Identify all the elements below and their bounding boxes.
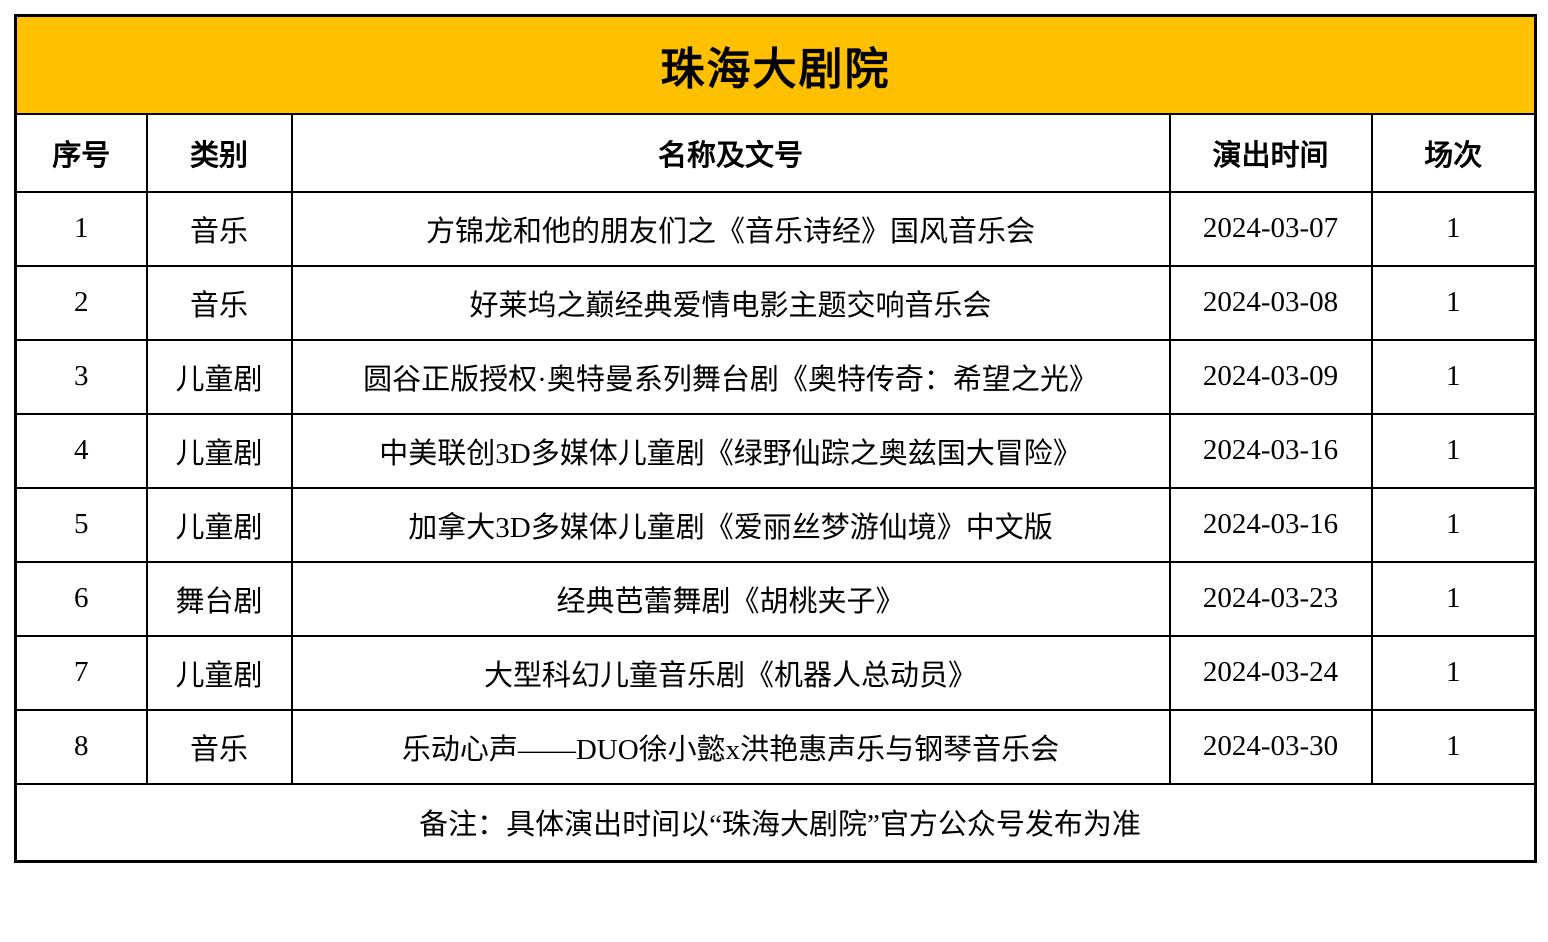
column-header-date: 演出时间 (1168, 112, 1373, 193)
table-row: 5 儿童剧 加拿大3D多媒体儿童剧《爱丽丝梦游仙境》中文版 2024-03-16… (14, 486, 1537, 563)
category-cell: 儿童剧 (145, 412, 293, 489)
date-cell: 2024-03-16 (1168, 486, 1373, 563)
name-cell: 方锦龙和他的朋友们之《音乐诗经》国风音乐会 (290, 190, 1171, 267)
table-row: 1 音乐 方锦龙和他的朋友们之《音乐诗经》国风音乐会 2024-03-07 1 (14, 190, 1537, 267)
sessions-cell: 1 (1370, 486, 1537, 563)
date-cell: 2024-03-07 (1168, 190, 1373, 267)
sessions-cell: 1 (1370, 264, 1537, 341)
date-cell: 2024-03-16 (1168, 412, 1373, 489)
footer-row: 备注：具体演出时间以“珠海大剧院”官方公众号发布为准 (14, 782, 1537, 863)
table-row: 3 儿童剧 圆谷正版授权·奥特曼系列舞台剧《奥特传奇：希望之光》 2024-03… (14, 338, 1537, 415)
date-cell: 2024-03-30 (1168, 708, 1373, 785)
category-cell: 舞台剧 (145, 560, 293, 637)
column-header-category: 类别 (145, 112, 293, 193)
table-row: 6 舞台剧 经典芭蕾舞剧《胡桃夹子》 2024-03-23 1 (14, 560, 1537, 637)
category-cell: 音乐 (145, 264, 293, 341)
seq-cell: 8 (14, 708, 148, 785)
column-header-name: 名称及文号 (290, 112, 1171, 193)
name-cell: 加拿大3D多媒体儿童剧《爱丽丝梦游仙境》中文版 (290, 486, 1171, 563)
footer-note: 备注：具体演出时间以“珠海大剧院”官方公众号发布为准 (14, 782, 1537, 863)
page-title: 珠海大剧院 (14, 14, 1537, 115)
seq-cell: 5 (14, 486, 148, 563)
column-header-row: 序号 类别 名称及文号 演出时间 场次 (14, 112, 1537, 193)
sessions-cell: 1 (1370, 190, 1537, 267)
date-cell: 2024-03-23 (1168, 560, 1373, 637)
seq-cell: 3 (14, 338, 148, 415)
schedule-table: 珠海大剧院 序号 类别 名称及文号 演出时间 场次 1 音乐 方锦龙和他的朋友们… (14, 14, 1537, 863)
seq-cell: 4 (14, 412, 148, 489)
date-cell: 2024-03-08 (1168, 264, 1373, 341)
seq-cell: 6 (14, 560, 148, 637)
category-cell: 儿童剧 (145, 634, 293, 711)
sessions-cell: 1 (1370, 338, 1537, 415)
sessions-cell: 1 (1370, 412, 1537, 489)
category-cell: 儿童剧 (145, 338, 293, 415)
sessions-cell: 1 (1370, 560, 1537, 637)
name-cell: 乐动心声——DUO徐小懿x洪艳惠声乐与钢琴音乐会 (290, 708, 1171, 785)
column-header-seq: 序号 (14, 112, 148, 193)
name-cell: 圆谷正版授权·奥特曼系列舞台剧《奥特传奇：希望之光》 (290, 338, 1171, 415)
category-cell: 音乐 (145, 190, 293, 267)
seq-cell: 1 (14, 190, 148, 267)
table-row: 4 儿童剧 中美联创3D多媒体儿童剧《绿野仙踪之奥兹国大冒险》 2024-03-… (14, 412, 1537, 489)
table-row: 7 儿童剧 大型科幻儿童音乐剧《机器人总动员》 2024-03-24 1 (14, 634, 1537, 711)
date-cell: 2024-03-09 (1168, 338, 1373, 415)
date-cell: 2024-03-24 (1168, 634, 1373, 711)
name-cell: 大型科幻儿童音乐剧《机器人总动员》 (290, 634, 1171, 711)
sessions-cell: 1 (1370, 634, 1537, 711)
seq-cell: 2 (14, 264, 148, 341)
name-cell: 好莱坞之巅经典爱情电影主题交响音乐会 (290, 264, 1171, 341)
title-row: 珠海大剧院 (14, 14, 1537, 115)
name-cell: 中美联创3D多媒体儿童剧《绿野仙踪之奥兹国大冒险》 (290, 412, 1171, 489)
name-cell: 经典芭蕾舞剧《胡桃夹子》 (290, 560, 1171, 637)
category-cell: 儿童剧 (145, 486, 293, 563)
seq-cell: 7 (14, 634, 148, 711)
table-row: 2 音乐 好莱坞之巅经典爱情电影主题交响音乐会 2024-03-08 1 (14, 264, 1537, 341)
sessions-cell: 1 (1370, 708, 1537, 785)
table-row: 8 音乐 乐动心声——DUO徐小懿x洪艳惠声乐与钢琴音乐会 2024-03-30… (14, 708, 1537, 785)
category-cell: 音乐 (145, 708, 293, 785)
column-header-sessions: 场次 (1370, 112, 1537, 193)
